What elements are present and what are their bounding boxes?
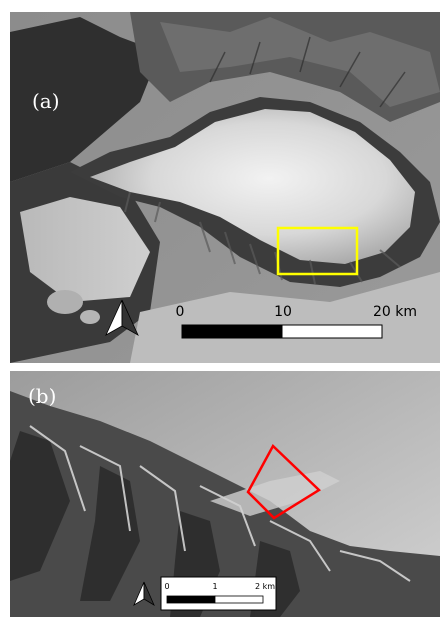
glacier-outlet [210,471,340,516]
scale-bar-black [166,595,216,604]
sea-ice-floe [20,197,150,302]
scale-tick-0: 0 [176,304,185,320]
study-site-polygon [246,443,322,520]
scale-tick-1: 1 [212,582,217,591]
map-panel-a: (a) 0 10 20 km [10,12,440,363]
scale-tick-0: 0 [164,582,169,591]
satellite-image-b: (b) 0 1 2 km [10,371,440,617]
scale-tick-2: 2 km [255,582,275,591]
scale-tick-10: 10 [274,304,292,320]
map-panel-b: (b) 0 1 2 km [10,371,440,617]
north-arrow-icon [105,299,139,336]
scale-bar [181,324,383,339]
scale-bar-box: 0 1 2 km [160,576,277,611]
panel-label-a: (a) [32,89,60,113]
southern-snow [130,272,440,363]
north-arrow-icon [133,581,155,606]
study-area-highlight-box [276,226,359,276]
panel-label-b: (b) [28,384,56,408]
satellite-image-a: (a) 0 10 20 km [10,12,440,363]
scale-bar-white [214,595,264,604]
scale-tick-20: 20 km [373,304,417,320]
ridge-highlights [29,425,411,582]
ice-cap [90,109,415,264]
open-water-region [10,17,160,182]
